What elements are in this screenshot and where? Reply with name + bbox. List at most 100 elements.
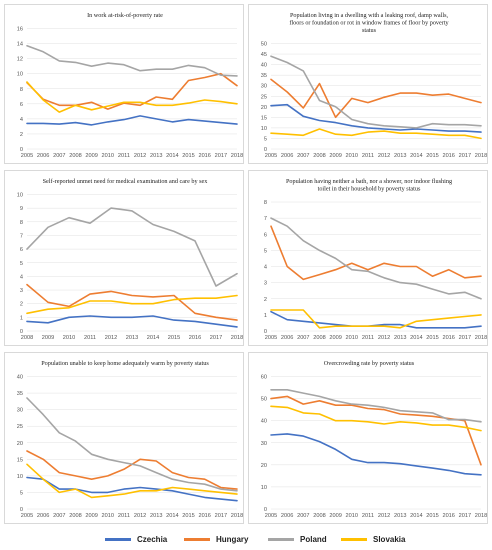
x-tick-label: 2005 — [21, 513, 33, 519]
x-tick-label: 2005 — [265, 335, 277, 341]
x-tick-label: 2010 — [102, 153, 114, 159]
x-tick-label: 2018 — [475, 335, 487, 341]
legend-label-czechia: Czechia — [137, 534, 168, 544]
series-line-czechia — [26, 476, 238, 502]
y-tick-label: 45 — [261, 52, 267, 58]
y-tick-label: 8 — [20, 220, 23, 226]
x-tick-label: 2010 — [102, 513, 114, 519]
y-tick-label: 2 — [20, 132, 23, 138]
x-tick-label: 2016 — [442, 153, 454, 159]
chart-panel-2: Population living in a dwelling with a l… — [248, 4, 488, 164]
y-tick-label: 10 — [17, 193, 23, 199]
x-tick-label: 2013 — [150, 513, 162, 519]
chart-title-line: Overcrowding rate by poverty status — [324, 360, 415, 367]
x-tick-label: 2014 — [410, 513, 422, 519]
x-tick-label: 2007 — [297, 335, 309, 341]
chart-svg-5: Population unable to keep home adequatel… — [17, 360, 243, 519]
y-tick-label: 40 — [261, 419, 267, 425]
x-tick-label: 2006 — [281, 513, 293, 519]
legend-swatch-hungary — [184, 537, 210, 541]
y-tick-label: 6 — [20, 102, 23, 108]
chart-svg-4: Population having neither a bath, nor a … — [264, 178, 487, 341]
series-line-poland — [26, 207, 238, 287]
y-tick-label: 0 — [264, 329, 267, 335]
x-tick-label: 2016 — [442, 335, 454, 341]
y-tick-label: 1 — [20, 315, 23, 321]
x-tick-label: 2015 — [426, 513, 438, 519]
series-line-slovakia — [26, 294, 238, 315]
chart-svg-6: Overcrowding rate by poverty status 0 10 20… — [261, 360, 487, 519]
x-tick-label: 2009 — [85, 513, 97, 519]
x-tick-label: 2010 — [346, 153, 358, 159]
legend-label-slovakia: Slovakia — [373, 534, 406, 544]
x-tick-label: 2013 — [394, 513, 406, 519]
y-tick-label: 0 — [264, 507, 267, 513]
y-tick-label: 9 — [20, 206, 23, 212]
chart-svg-1: In work at-risk-of-poverty rate 0 2 4 6 8 10 12… — [17, 12, 243, 159]
y-tick-label: 2 — [20, 302, 23, 308]
x-tick-label: 2013 — [126, 335, 138, 341]
chart-svg-3: Self-reported unmet need for medical exa… — [17, 178, 243, 341]
series-line-slovakia — [26, 81, 238, 113]
y-tick-label: 6 — [20, 247, 23, 253]
x-tick-label: 2008 — [313, 153, 325, 159]
y-tick-label: 20 — [261, 463, 267, 469]
series-line-hungary — [26, 72, 238, 110]
x-tick-label: 2011 — [84, 335, 96, 341]
y-tick-label: 10 — [17, 72, 23, 78]
legend-swatch-slovakia — [341, 537, 367, 541]
x-tick-label: 2008 — [313, 513, 325, 519]
x-tick-label: 2009 — [329, 153, 341, 159]
chart-panel-5: Population unable to keep home adequatel… — [4, 352, 244, 524]
x-tick-label: 2015 — [426, 335, 438, 341]
x-tick-label: 2017 — [215, 153, 227, 159]
x-tick-label: 2016 — [189, 335, 201, 341]
chart-title-line: toilet in their household by poverty sta… — [318, 186, 421, 193]
y-tick-label: 4 — [20, 117, 23, 123]
x-tick-label: 2011 — [118, 513, 130, 519]
series-line-poland — [26, 44, 238, 77]
x-tick-label: 2011 — [362, 335, 374, 341]
x-tick-label: 2005 — [265, 153, 277, 159]
legend-item-slovakia: Slovakia — [341, 533, 405, 545]
x-tick-label: 2011 — [118, 153, 130, 159]
x-tick-label: 2012 — [134, 153, 146, 159]
y-tick-label: 0 — [264, 147, 267, 153]
legend-item-poland: Poland — [268, 533, 327, 545]
x-tick-label: 2018 — [475, 513, 487, 519]
x-tick-label: 2015 — [182, 513, 194, 519]
x-tick-label: 2006 — [281, 153, 293, 159]
chart-panel-4: Population having neither a bath, nor a … — [248, 170, 488, 346]
y-tick-label: 20 — [261, 105, 267, 111]
y-tick-label: 50 — [261, 397, 267, 403]
chart-title-line: Self-reported unmet need for medical exa… — [43, 178, 209, 185]
series-line-slovakia — [270, 405, 482, 432]
y-tick-label: 5 — [20, 490, 23, 496]
y-tick-label: 25 — [17, 424, 23, 430]
y-tick-label: 2 — [264, 297, 267, 303]
series-line-slovakia — [270, 128, 482, 140]
y-tick-label: 30 — [261, 84, 267, 90]
y-tick-label: 3 — [264, 281, 267, 287]
x-tick-label: 2010 — [346, 335, 358, 341]
x-tick-label: 2016 — [442, 513, 454, 519]
series-line-hungary — [26, 450, 238, 490]
y-tick-label: 4 — [20, 274, 23, 280]
x-tick-label: 2017 — [459, 513, 471, 519]
x-tick-label: 2014 — [147, 335, 159, 341]
series-line-poland — [270, 388, 482, 423]
x-tick-label: 2005 — [265, 513, 277, 519]
legend-swatch-czechia — [105, 537, 131, 541]
legend-label-poland: Poland — [300, 534, 327, 544]
x-tick-label: 2013 — [150, 153, 162, 159]
y-tick-label: 10 — [261, 485, 267, 491]
x-tick-label: 2017 — [210, 335, 222, 341]
legend-label-hungary: Hungary — [216, 534, 249, 544]
x-tick-label: 2017 — [459, 335, 471, 341]
y-tick-label: 7 — [20, 233, 23, 239]
y-tick-label: 15 — [17, 457, 23, 463]
x-tick-label: 2007 — [53, 153, 65, 159]
x-tick-label: 2009 — [42, 335, 54, 341]
x-tick-label: 2014 — [410, 335, 422, 341]
y-tick-label: 20 — [17, 441, 23, 447]
